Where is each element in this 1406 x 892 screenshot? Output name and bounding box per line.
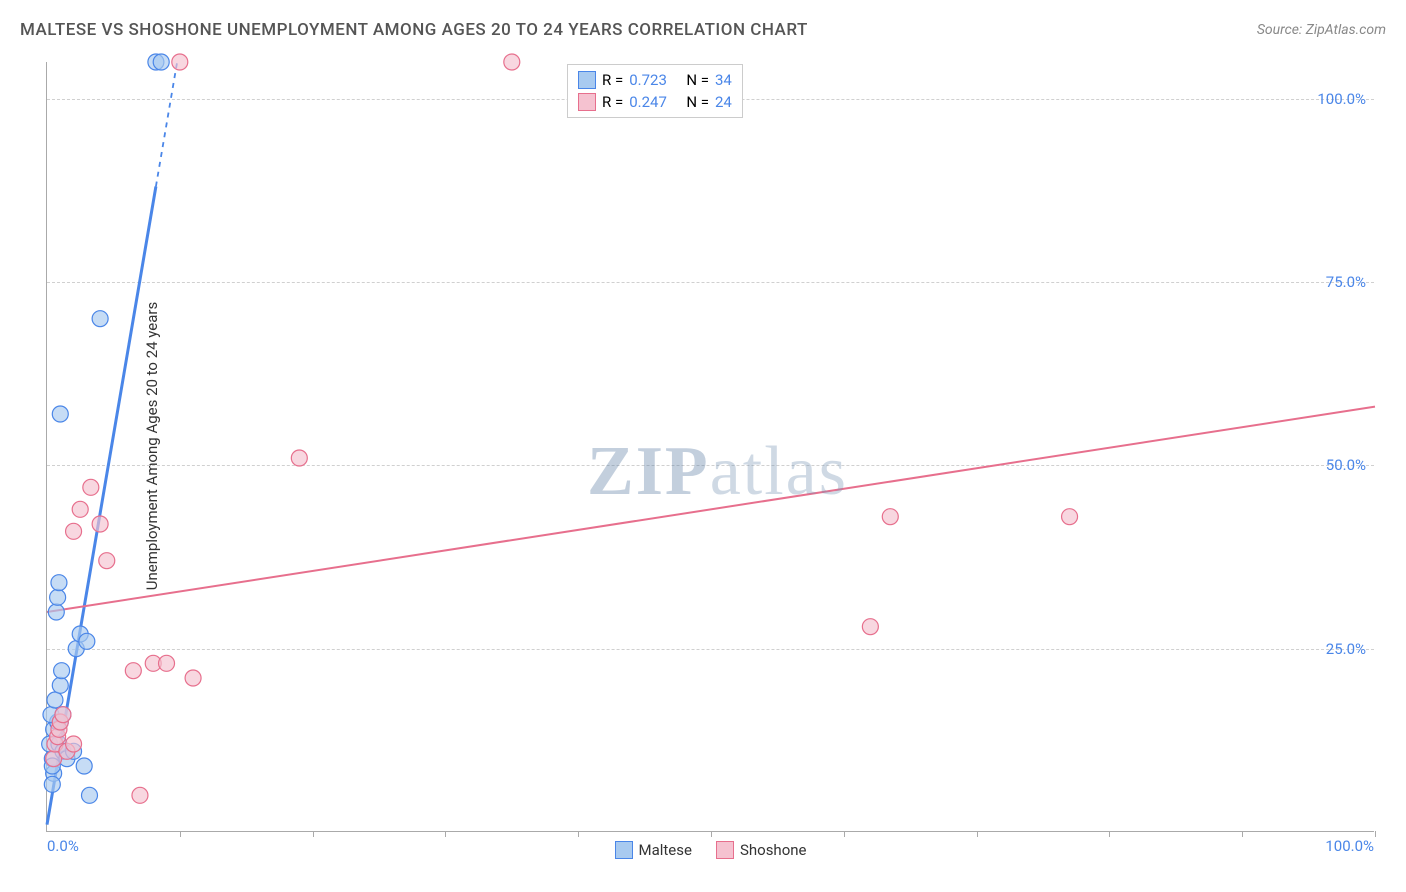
data-point	[125, 663, 141, 679]
x-origin-label: 0.0%	[47, 837, 79, 855]
data-point	[504, 54, 520, 70]
data-point	[92, 311, 108, 327]
x-tick	[1109, 831, 1110, 837]
data-point	[72, 501, 88, 517]
swatch-icon	[578, 71, 596, 89]
regression-line	[47, 407, 1375, 612]
data-point	[54, 663, 70, 679]
x-tick	[711, 831, 712, 837]
data-point	[83, 479, 99, 495]
data-point	[81, 787, 97, 803]
data-point	[52, 677, 68, 693]
data-point	[1062, 509, 1078, 525]
scatter-plot: 25.0%50.0%75.0%100.0% ZIPatlas R = 0.723…	[46, 62, 1374, 832]
data-point	[79, 633, 95, 649]
data-point	[99, 553, 115, 569]
data-point	[185, 670, 201, 686]
data-point	[132, 787, 148, 803]
data-point	[172, 54, 188, 70]
data-point	[51, 575, 67, 591]
swatch-icon	[578, 93, 596, 111]
x-tick	[180, 831, 181, 837]
n-value: 24	[715, 91, 732, 113]
data-point	[44, 776, 60, 792]
data-point	[159, 655, 175, 671]
swatch-icon	[615, 841, 633, 859]
n-label: N =	[686, 91, 709, 113]
data-point	[52, 406, 68, 422]
data-point	[153, 54, 169, 70]
source-label: Source: ZipAtlas.com	[1257, 22, 1386, 38]
data-point	[47, 692, 63, 708]
legend-item-maltese: Maltese	[615, 841, 692, 859]
x-tick	[1375, 831, 1376, 837]
data-point	[66, 736, 82, 752]
stats-row-shoshone: R = 0.247 N = 24	[578, 91, 732, 113]
x-tick	[844, 831, 845, 837]
x-tick	[578, 831, 579, 837]
r-label: R =	[602, 69, 623, 91]
x-tick	[313, 831, 314, 837]
legend-label: Shoshone	[740, 841, 807, 859]
swatch-icon	[716, 841, 734, 859]
x-tick	[1242, 831, 1243, 837]
data-point	[862, 619, 878, 635]
data-point	[92, 516, 108, 532]
regression-line	[156, 62, 177, 187]
r-value: 0.723	[629, 69, 667, 91]
r-label: R =	[602, 91, 623, 113]
r-value: 0.247	[629, 91, 667, 113]
x-tick	[977, 831, 978, 837]
series-legend: Maltese Shoshone	[615, 841, 807, 859]
data-point	[55, 707, 71, 723]
stats-row-maltese: R = 0.723 N = 34	[578, 69, 732, 91]
legend-label: Maltese	[639, 841, 692, 859]
n-label: N =	[686, 69, 709, 91]
data-point	[48, 604, 64, 620]
data-point	[291, 450, 307, 466]
legend-item-shoshone: Shoshone	[716, 841, 807, 859]
data-point	[50, 589, 66, 605]
chart-svg	[47, 62, 1374, 831]
data-point	[66, 523, 82, 539]
data-point	[76, 758, 92, 774]
x-max-label: 100.0%	[1325, 837, 1374, 855]
data-point	[882, 509, 898, 525]
stats-legend: R = 0.723 N = 34 R = 0.247 N = 24	[567, 64, 743, 118]
x-tick	[445, 831, 446, 837]
n-value: 34	[715, 69, 732, 91]
chart-title: MALTESE VS SHOSHONE UNEMPLOYMENT AMONG A…	[20, 20, 808, 40]
